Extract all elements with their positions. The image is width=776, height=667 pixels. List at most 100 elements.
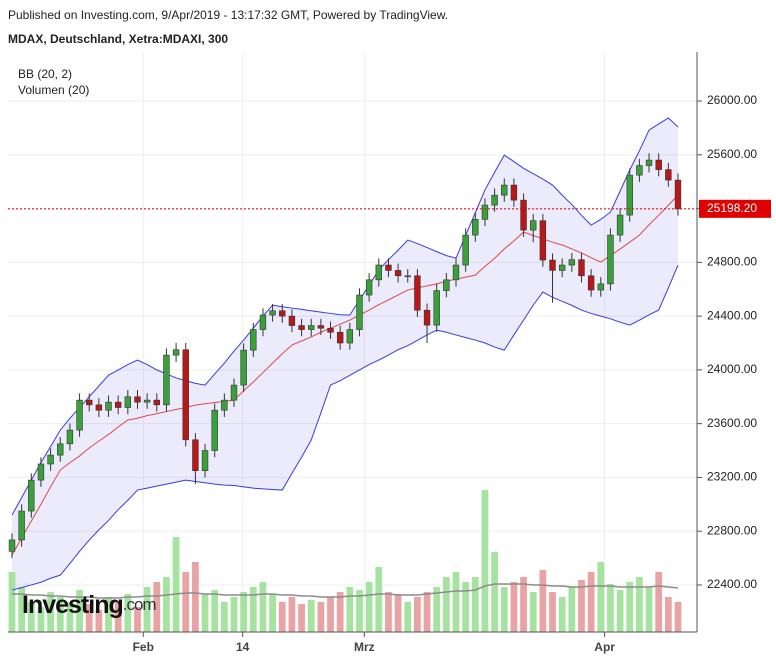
x-tick-label: 14 xyxy=(236,640,250,654)
volume-bar xyxy=(481,490,489,632)
volume-bar xyxy=(143,587,151,632)
candle-body xyxy=(240,349,247,386)
volume-bar xyxy=(616,590,624,632)
volume-bar xyxy=(18,587,26,632)
volume-bar xyxy=(220,602,228,632)
volume-bar xyxy=(626,582,634,632)
volume-bar xyxy=(365,582,373,632)
logo-suffix: .com xyxy=(123,595,157,614)
candle-body xyxy=(539,220,547,261)
volume-bar xyxy=(37,607,45,632)
volume-bar xyxy=(317,602,325,632)
volume-bar xyxy=(568,587,576,632)
volume-bar xyxy=(327,597,334,632)
candle-body xyxy=(414,275,421,311)
candle-body xyxy=(57,443,64,456)
volume-bar xyxy=(356,590,363,632)
candle-body xyxy=(250,329,257,351)
candle-body xyxy=(95,404,103,411)
volume-bar xyxy=(462,582,470,632)
candle-body xyxy=(491,194,498,206)
candle-body xyxy=(356,294,363,330)
volume-bar xyxy=(124,594,132,632)
candle-body xyxy=(568,259,576,266)
volume-bar xyxy=(491,552,498,632)
logo: Investing.com xyxy=(22,591,156,619)
volume-bar xyxy=(471,577,479,632)
candle-body xyxy=(423,309,431,326)
volume-bar xyxy=(85,604,93,632)
candle-body xyxy=(201,450,209,472)
volume-bar xyxy=(520,577,527,632)
last-price-box xyxy=(699,199,771,218)
candle-body xyxy=(37,463,45,481)
volume-bar xyxy=(288,597,296,632)
volume-bar xyxy=(211,590,219,632)
candle-body xyxy=(76,399,83,431)
candle-body xyxy=(549,259,556,271)
volume-bar xyxy=(423,592,431,632)
volume-bar xyxy=(249,587,257,632)
candle-body xyxy=(385,264,392,271)
volume-bar xyxy=(307,600,315,632)
candle-body xyxy=(520,199,527,231)
candle-body xyxy=(28,479,35,512)
volume-bar xyxy=(201,594,209,632)
indicator-label: BB (20, 2) xyxy=(18,67,72,81)
candle-body xyxy=(433,290,440,326)
candle-body xyxy=(8,539,16,552)
volume-bar xyxy=(442,577,450,632)
indicator-label: Volumen (20) xyxy=(18,83,89,97)
candle-body xyxy=(365,279,373,296)
candle-body xyxy=(616,214,624,236)
candle-body xyxy=(346,329,354,344)
volume-bar xyxy=(664,597,672,632)
volume-bar xyxy=(404,602,412,632)
candle-body xyxy=(124,396,132,408)
candle-body xyxy=(501,184,508,196)
candle-body xyxy=(221,399,228,411)
plot xyxy=(8,117,697,632)
candle-body xyxy=(587,275,595,291)
volume-bar xyxy=(549,592,556,632)
volume-bar xyxy=(269,594,276,632)
volume-bar xyxy=(500,587,508,632)
volume-bar xyxy=(433,587,441,632)
volume-bar xyxy=(298,604,305,632)
candle-body xyxy=(317,325,325,329)
volume-bar xyxy=(56,597,64,632)
candle-body xyxy=(153,399,160,406)
candle-body xyxy=(558,264,566,271)
candle-body xyxy=(327,327,334,333)
x-tick-label: Apr xyxy=(594,640,615,654)
y-tick-label: 22800.00 xyxy=(707,523,757,537)
candle-body xyxy=(105,401,112,411)
candle-body xyxy=(230,384,238,401)
candle-body xyxy=(211,409,218,451)
volume-bar xyxy=(47,592,54,632)
y-tick-label: 24800.00 xyxy=(707,255,757,269)
candle-body xyxy=(259,314,267,330)
volume-bar xyxy=(163,577,170,632)
y-tick-label: 23600.00 xyxy=(707,416,757,430)
candle-body xyxy=(114,401,122,408)
candle-body xyxy=(530,220,537,231)
candle-body xyxy=(636,165,643,176)
volume-bar xyxy=(105,597,112,632)
volume-bar xyxy=(27,602,35,632)
candle-body xyxy=(674,179,682,210)
volume-bar xyxy=(394,594,402,632)
candle-body xyxy=(172,349,180,356)
volume-bar xyxy=(674,602,682,632)
volume-bar xyxy=(182,572,190,632)
volume-bar xyxy=(153,582,161,632)
volume-bar xyxy=(336,592,344,632)
volume-bar xyxy=(230,597,238,632)
volume-bar xyxy=(8,572,16,632)
candle-body xyxy=(279,310,286,317)
x-tick-label: Feb xyxy=(133,640,154,654)
published-note: Published on Investing.com, 9/Apr/2019 -… xyxy=(8,8,448,22)
candle-body xyxy=(163,354,170,406)
